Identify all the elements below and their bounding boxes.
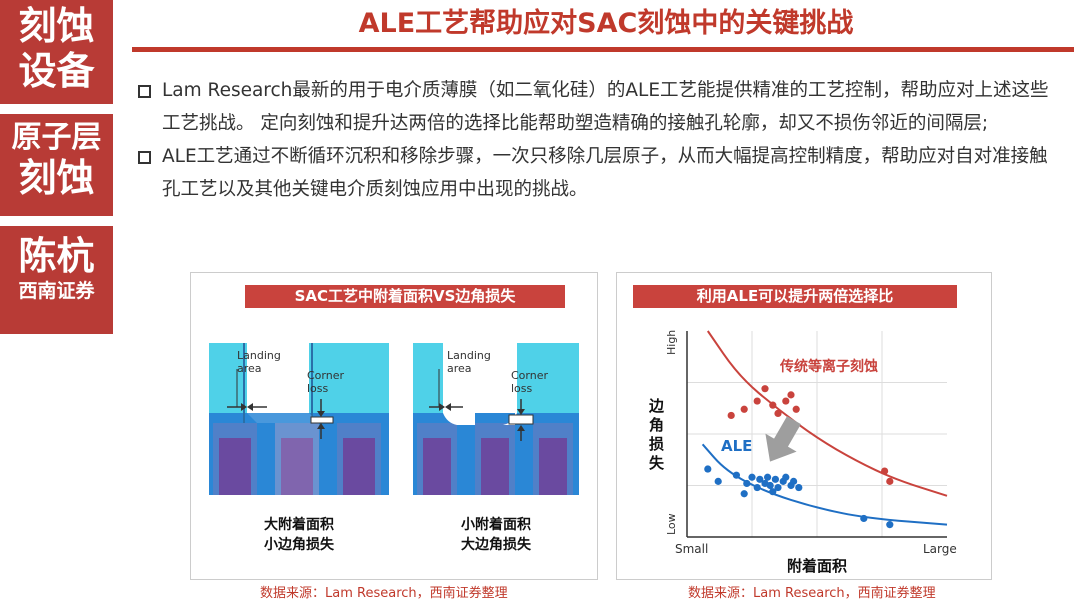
ale-data-point bbox=[732, 471, 740, 479]
title-divider bbox=[132, 47, 1074, 52]
conventional-data-point bbox=[753, 397, 761, 405]
ale-data-point bbox=[771, 475, 779, 483]
source-note-right: 数据来源：Lam Research，西南证券整理 bbox=[688, 586, 936, 601]
corner-label-left-2: loss bbox=[307, 382, 329, 395]
y-axis-title: 边角损失 bbox=[649, 397, 665, 472]
ale-data-point bbox=[740, 490, 748, 498]
ale-data-point bbox=[860, 514, 868, 523]
ale-data-point bbox=[714, 477, 722, 485]
landing-label-left-2: area bbox=[237, 362, 262, 375]
conventional-data-point bbox=[761, 385, 769, 393]
chart-grid bbox=[687, 331, 947, 537]
sidebar-block-ale: 原子层 刻蚀 bbox=[0, 114, 113, 216]
caption-right-line1: 小附着面积 bbox=[461, 516, 531, 533]
ale-data-point bbox=[764, 473, 772, 481]
caption-left-line1: 大附着面积 bbox=[264, 516, 334, 533]
selectivity-chart: 传统等离子刻蚀 ALE High Low Small Large 附着面积 bbox=[665, 330, 957, 575]
series-conventional-points bbox=[727, 385, 894, 485]
bullet-text: ALE工艺通过不断循环沉积和移除步骤，一次只移除几层原子，从而大幅提高控制精度，… bbox=[162, 146, 1048, 200]
ale-data-point bbox=[766, 481, 774, 490]
ale-data-point bbox=[753, 483, 761, 492]
x-tick-small: Small bbox=[675, 542, 708, 556]
corner-label-right: Corner bbox=[511, 369, 548, 382]
sidebar-block1-line1: 刻蚀 bbox=[18, 4, 95, 48]
bullet-item: Lam Research最新的用于电介质薄膜（如二氧化硅）的ALE工艺能提供精准… bbox=[136, 74, 1066, 140]
sidebar-block-etch-equipment: 刻蚀 设备 bbox=[0, 0, 113, 104]
ale-data-point bbox=[748, 473, 756, 481]
conventional-data-point bbox=[774, 409, 782, 417]
series-ale-points bbox=[704, 465, 894, 529]
conventional-data-point bbox=[740, 405, 748, 413]
landing-label-left: Landing bbox=[237, 349, 281, 362]
conventional-data-point bbox=[727, 411, 735, 420]
down-arrow-icon bbox=[765, 416, 801, 462]
selectivity-chart-panel: 利用ALE可以提升两倍选择比 传统等离子刻蚀 ALE High Low Smal… bbox=[616, 272, 992, 580]
panel-title: SAC工艺中附着面积VS边角损失 bbox=[245, 285, 565, 308]
sidebar-block2-line2: 刻蚀 bbox=[18, 156, 95, 200]
sac-diagram: Landing area Corner loss bbox=[209, 343, 579, 553]
sidebar-block3-line1: 陈杭 bbox=[18, 234, 95, 278]
ale-data-point bbox=[795, 483, 803, 492]
bullet-item: ALE工艺通过不断循环沉积和移除步骤，一次只移除几层原子，从而大幅提高控制精度，… bbox=[136, 140, 1066, 206]
panel-title: 利用ALE可以提升两倍选择比 bbox=[633, 285, 957, 308]
ale-data-point bbox=[704, 465, 712, 473]
ale-data-point bbox=[782, 473, 790, 481]
conventional-data-point bbox=[787, 391, 795, 399]
structure-large-landing bbox=[209, 343, 389, 495]
ale-data-point bbox=[769, 488, 777, 496]
label-ale: ALE bbox=[721, 437, 752, 455]
ale-data-point bbox=[743, 479, 751, 488]
x-tick-large: Large bbox=[923, 542, 957, 556]
source-note-left: 数据来源：Lam Research，西南证券整理 bbox=[260, 586, 508, 601]
label-conventional: 传统等离子刻蚀 bbox=[779, 358, 878, 375]
conventional-data-point bbox=[886, 477, 894, 485]
sidebar-block2-line1: 原子层 bbox=[11, 120, 102, 155]
ale-data-point bbox=[886, 521, 894, 529]
ale-data-point bbox=[774, 483, 782, 492]
conventional-data-point bbox=[782, 397, 790, 405]
ale-data-point bbox=[756, 475, 764, 483]
ale-data-point bbox=[790, 477, 798, 485]
caption-left-line2: 小边角损失 bbox=[264, 536, 335, 553]
x-axis-title: 附着面积 bbox=[787, 557, 847, 575]
trend-line-conventional bbox=[706, 330, 948, 497]
sac-diagram-panel: SAC工艺中附着面积VS边角损失 bbox=[190, 272, 598, 580]
page-title: ALE工艺帮助应对SAC刻蚀中的关键挑战 bbox=[358, 8, 854, 39]
landing-label-right-2: area bbox=[447, 362, 472, 375]
bullet-list: Lam Research最新的用于电介质薄膜（如二氧化硅）的ALE工艺能提供精准… bbox=[136, 74, 1066, 206]
landing-label-right: Landing bbox=[447, 349, 491, 362]
y-tick-low: Low bbox=[665, 513, 678, 535]
sidebar-block3-line2: 西南证券 bbox=[18, 280, 95, 302]
square-bullet-icon bbox=[138, 151, 151, 164]
conventional-data-point bbox=[769, 401, 777, 409]
bullet-text: Lam Research最新的用于电介质薄膜（如二氧化硅）的ALE工艺能提供精准… bbox=[162, 80, 1049, 134]
corner-label-right-2: loss bbox=[511, 382, 533, 395]
caption-right-line2: 大边角损失 bbox=[461, 536, 532, 553]
sidebar-block1-line2: 设备 bbox=[18, 49, 95, 93]
sidebar-block-author: 陈杭 西南证券 bbox=[0, 226, 113, 334]
y-tick-high: High bbox=[665, 330, 678, 355]
square-bullet-icon bbox=[138, 85, 151, 98]
structure-small-landing bbox=[413, 343, 579, 495]
corner-label-left: Corner bbox=[307, 369, 344, 382]
conventional-data-point bbox=[792, 405, 800, 413]
conventional-data-point bbox=[881, 467, 889, 475]
